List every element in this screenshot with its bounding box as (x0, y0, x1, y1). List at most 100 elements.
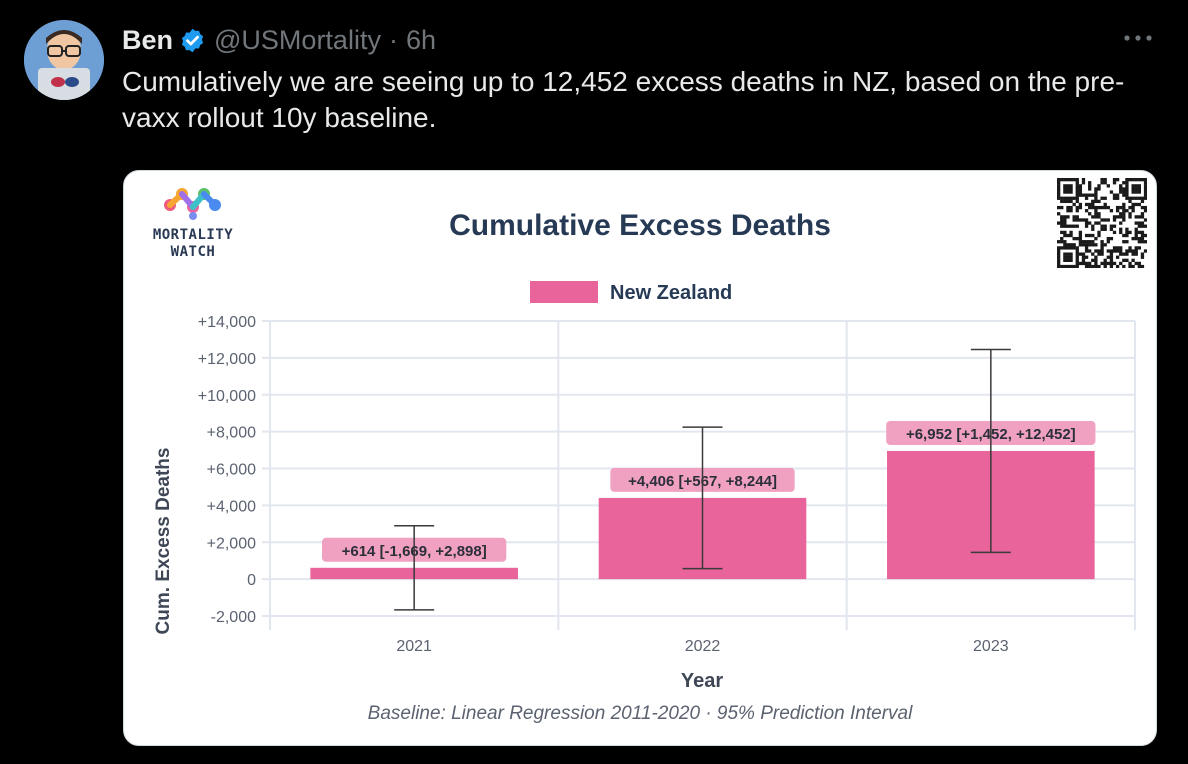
qr-module (1075, 193, 1079, 197)
qr-module (1140, 215, 1145, 219)
qr-module (1134, 249, 1138, 253)
qr-module (1125, 249, 1129, 253)
qr-module (1103, 224, 1107, 228)
qr-module (1094, 249, 1098, 253)
qr-module (1140, 196, 1145, 200)
qr-module (1122, 193, 1126, 197)
qr-module (1075, 249, 1079, 253)
media-card[interactable]: MORTALITY WATCH Cumulative Excess Deaths… (123, 170, 1157, 746)
qr-module (1075, 178, 1079, 182)
qr-module (1078, 252, 1083, 256)
qr-module (1091, 202, 1095, 207)
qr-module (1125, 184, 1129, 188)
qr-module (1063, 246, 1067, 250)
qr-module (1075, 261, 1079, 266)
qr-module (1125, 178, 1129, 182)
qr-module (1097, 230, 1101, 235)
qr-module (1063, 243, 1067, 247)
qr-module (1088, 261, 1092, 266)
qr-module (1057, 252, 1061, 256)
qr-module (1137, 187, 1141, 191)
qr-module (1088, 240, 1092, 244)
qr-module (1137, 178, 1141, 182)
qr-module (1134, 178, 1138, 182)
qr-module (1122, 181, 1126, 185)
qr-module (1072, 236, 1076, 241)
author-name[interactable]: Ben (122, 24, 174, 55)
qr-module (1134, 221, 1138, 225)
qr-module (1131, 184, 1135, 188)
qr-module (1103, 227, 1107, 231)
qr-module (1088, 221, 1092, 225)
qr-module (1115, 255, 1120, 259)
qr-module (1094, 187, 1098, 191)
chart-footnote: Baseline: Linear Regression 2011-2020 · … (368, 703, 913, 724)
qr-module (1140, 230, 1145, 235)
qr-module (1060, 199, 1064, 204)
qr-module (1097, 215, 1101, 219)
qr-module (1060, 205, 1064, 210)
qr-module (1057, 249, 1061, 253)
qr-module (1131, 196, 1135, 200)
qr-module (1088, 187, 1092, 191)
qr-module (1140, 199, 1145, 204)
qr-module (1075, 255, 1079, 259)
qr-module (1143, 249, 1147, 253)
qr-module (1125, 187, 1129, 191)
qr-module (1066, 246, 1070, 250)
qr-module (1097, 252, 1101, 256)
qr-module (1057, 190, 1061, 194)
qr-module (1063, 190, 1067, 194)
qr-module (1143, 233, 1147, 238)
qr-module (1069, 224, 1073, 228)
qr-module (1066, 205, 1070, 210)
qr-module (1109, 227, 1114, 231)
avatar[interactable] (24, 20, 104, 100)
qr-module (1091, 193, 1095, 197)
qr-module (1060, 218, 1064, 222)
qr-module (1112, 261, 1117, 266)
qr-module (1125, 252, 1129, 256)
qr-module (1131, 264, 1135, 268)
qr-module (1057, 212, 1061, 216)
qr-module (1122, 212, 1126, 216)
qr-module (1069, 258, 1073, 262)
qr-module (1103, 264, 1107, 268)
qr-module (1081, 252, 1086, 256)
qr-module (1140, 255, 1145, 259)
qr-module (1066, 233, 1070, 238)
qr-module (1069, 199, 1073, 204)
qr-module (1131, 258, 1135, 262)
qr-module (1075, 224, 1079, 228)
qr-module (1143, 209, 1147, 213)
legend-label[interactable]: New Zealand (610, 282, 732, 304)
qr-module (1122, 187, 1126, 191)
qr-module (1100, 252, 1104, 256)
tweet-time[interactable]: 6h (405, 24, 436, 55)
qr-module (1081, 240, 1086, 244)
qr-module (1112, 246, 1117, 250)
qr-module (1125, 209, 1129, 213)
qr-module (1094, 193, 1098, 197)
qr-module (1063, 224, 1067, 228)
qr-module (1060, 178, 1064, 182)
author-handle[interactable]: @USMortality (214, 24, 381, 55)
qr-module (1143, 224, 1147, 228)
qr-module (1078, 261, 1083, 266)
qr-module (1072, 215, 1076, 219)
qr-module (1078, 240, 1083, 244)
qr-module (1094, 264, 1098, 268)
qr-module (1143, 193, 1147, 197)
qr-module (1084, 202, 1089, 207)
qr-module (1081, 258, 1086, 262)
qr-module (1088, 202, 1092, 207)
qr-module (1134, 261, 1138, 266)
qr-module (1078, 187, 1083, 191)
qr-module (1140, 178, 1145, 182)
qr-module (1088, 193, 1092, 197)
qr-module (1072, 246, 1076, 250)
qr-module (1060, 230, 1064, 235)
qr-module (1084, 233, 1089, 238)
more-options-icon[interactable] (1122, 30, 1154, 46)
qr-module (1140, 264, 1145, 268)
